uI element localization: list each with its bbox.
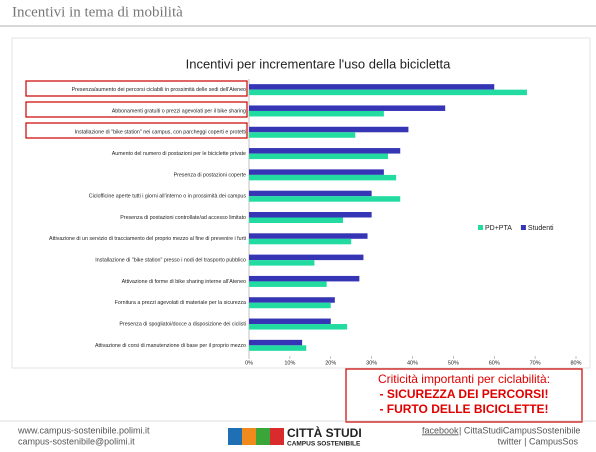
x-tick-label: 60% bbox=[489, 360, 500, 366]
logo-block bbox=[270, 428, 284, 445]
bar bbox=[249, 324, 348, 330]
logo-title: CITTÀ STUDI bbox=[287, 425, 362, 440]
x-tick-label: 30% bbox=[366, 360, 377, 366]
bar bbox=[249, 126, 409, 133]
bar bbox=[249, 89, 527, 96]
y-tick-label: Attivazione di forme di bike sharing int… bbox=[122, 279, 246, 285]
y-tick-label: Abbonamenti gratuiti o prezzi agevolati … bbox=[112, 108, 246, 114]
x-tick-label: 20% bbox=[325, 360, 336, 366]
footer-twitter[interactable]: twitter | CampusSos bbox=[498, 436, 579, 446]
x-tick-label: 0% bbox=[245, 360, 253, 366]
bar bbox=[249, 260, 315, 266]
footer-website[interactable]: www.campus-sostenibile.polimi.it bbox=[17, 425, 150, 435]
callout-line: - FURTO DELLE BICICLETTE! bbox=[379, 402, 548, 416]
y-tick-label: Fornitura a prezzi agevolati di material… bbox=[115, 300, 246, 306]
x-tick-label: 10% bbox=[284, 360, 295, 366]
legend-label: Studenti bbox=[528, 225, 554, 232]
bar bbox=[249, 169, 384, 175]
chart-title: Incentivi per incrementare l'uso della b… bbox=[186, 56, 452, 71]
highlight-box bbox=[25, 122, 248, 139]
y-tick-label: Attivazione di un servizio di tracciamen… bbox=[49, 236, 246, 242]
highlight-box bbox=[25, 80, 248, 97]
legend-swatch bbox=[520, 225, 526, 230]
bar bbox=[249, 233, 368, 239]
y-tick-label: Aumento del numero di postazioni per le … bbox=[112, 151, 246, 157]
legend-label: PD+PTA bbox=[485, 225, 512, 232]
facebook-text: | CittaStudiCampusSostenibile bbox=[459, 425, 580, 435]
x-tick-label: 70% bbox=[530, 360, 541, 366]
callout-line: Criticità importanti per ciclabilità: bbox=[378, 372, 550, 386]
bar bbox=[249, 254, 364, 261]
y-tick-label: Ciclofficine aperte tutti i giorni all'i… bbox=[89, 194, 247, 200]
bar bbox=[249, 339, 303, 346]
y-tick-label: Installazione di "bike station" presso i… bbox=[95, 258, 246, 264]
bar bbox=[249, 148, 401, 154]
y-tick-label: Presenza di postazioni controllate/ad ac… bbox=[120, 215, 246, 221]
y-tick-label: Installazione di "bike station" nei camp… bbox=[75, 130, 246, 136]
logo-block bbox=[256, 428, 270, 445]
bar bbox=[249, 281, 327, 287]
legend-swatch bbox=[478, 225, 483, 230]
logo-block bbox=[242, 428, 256, 445]
bar bbox=[249, 297, 335, 303]
x-tick-label: 40% bbox=[407, 360, 418, 366]
bar bbox=[249, 132, 356, 138]
bar bbox=[249, 238, 352, 245]
bar bbox=[249, 302, 331, 309]
bar bbox=[249, 190, 372, 197]
facebook-link[interactable]: facebook bbox=[422, 425, 459, 435]
plot: 0% 10% 20% 30% 40% 50% 60% 70% 80% Presenza/aumen… bbox=[49, 79, 582, 366]
bar bbox=[249, 196, 401, 202]
bar bbox=[249, 318, 331, 325]
chart-frame bbox=[11, 37, 591, 369]
bar bbox=[249, 105, 446, 111]
callout-box bbox=[345, 368, 583, 423]
y-tick-label: Presenza di postazioni coperte bbox=[174, 172, 246, 178]
y-tick-label: Presenza/aumento dei percorsi ciclabili … bbox=[72, 87, 246, 93]
x-tick-label: 80% bbox=[570, 360, 581, 366]
bar bbox=[249, 212, 372, 218]
bar bbox=[249, 174, 397, 181]
bar bbox=[249, 345, 307, 351]
footer-email[interactable]: campus-sostenibile@polimi.it bbox=[18, 436, 135, 446]
bar bbox=[249, 275, 360, 282]
bar bbox=[249, 84, 495, 90]
logo-block bbox=[228, 428, 242, 445]
x-tick-label: 50% bbox=[448, 360, 459, 366]
y-tick-label: Presenza di spogliatoi/docce a disposizi… bbox=[119, 321, 246, 327]
callout-line: - SICUREZZA DEI PERCORSI! bbox=[380, 387, 549, 401]
y-tick-label: Attivazione di corsi di manutenzione di … bbox=[95, 343, 246, 349]
bar bbox=[249, 217, 344, 223]
logo-subtitle: CAMPUS SOSTENIBILE bbox=[287, 441, 361, 448]
bar bbox=[249, 153, 388, 160]
highlight-box bbox=[25, 101, 248, 118]
bar bbox=[249, 110, 384, 117]
slide-title: Incentivi in tema di mobilità bbox=[12, 4, 183, 20]
